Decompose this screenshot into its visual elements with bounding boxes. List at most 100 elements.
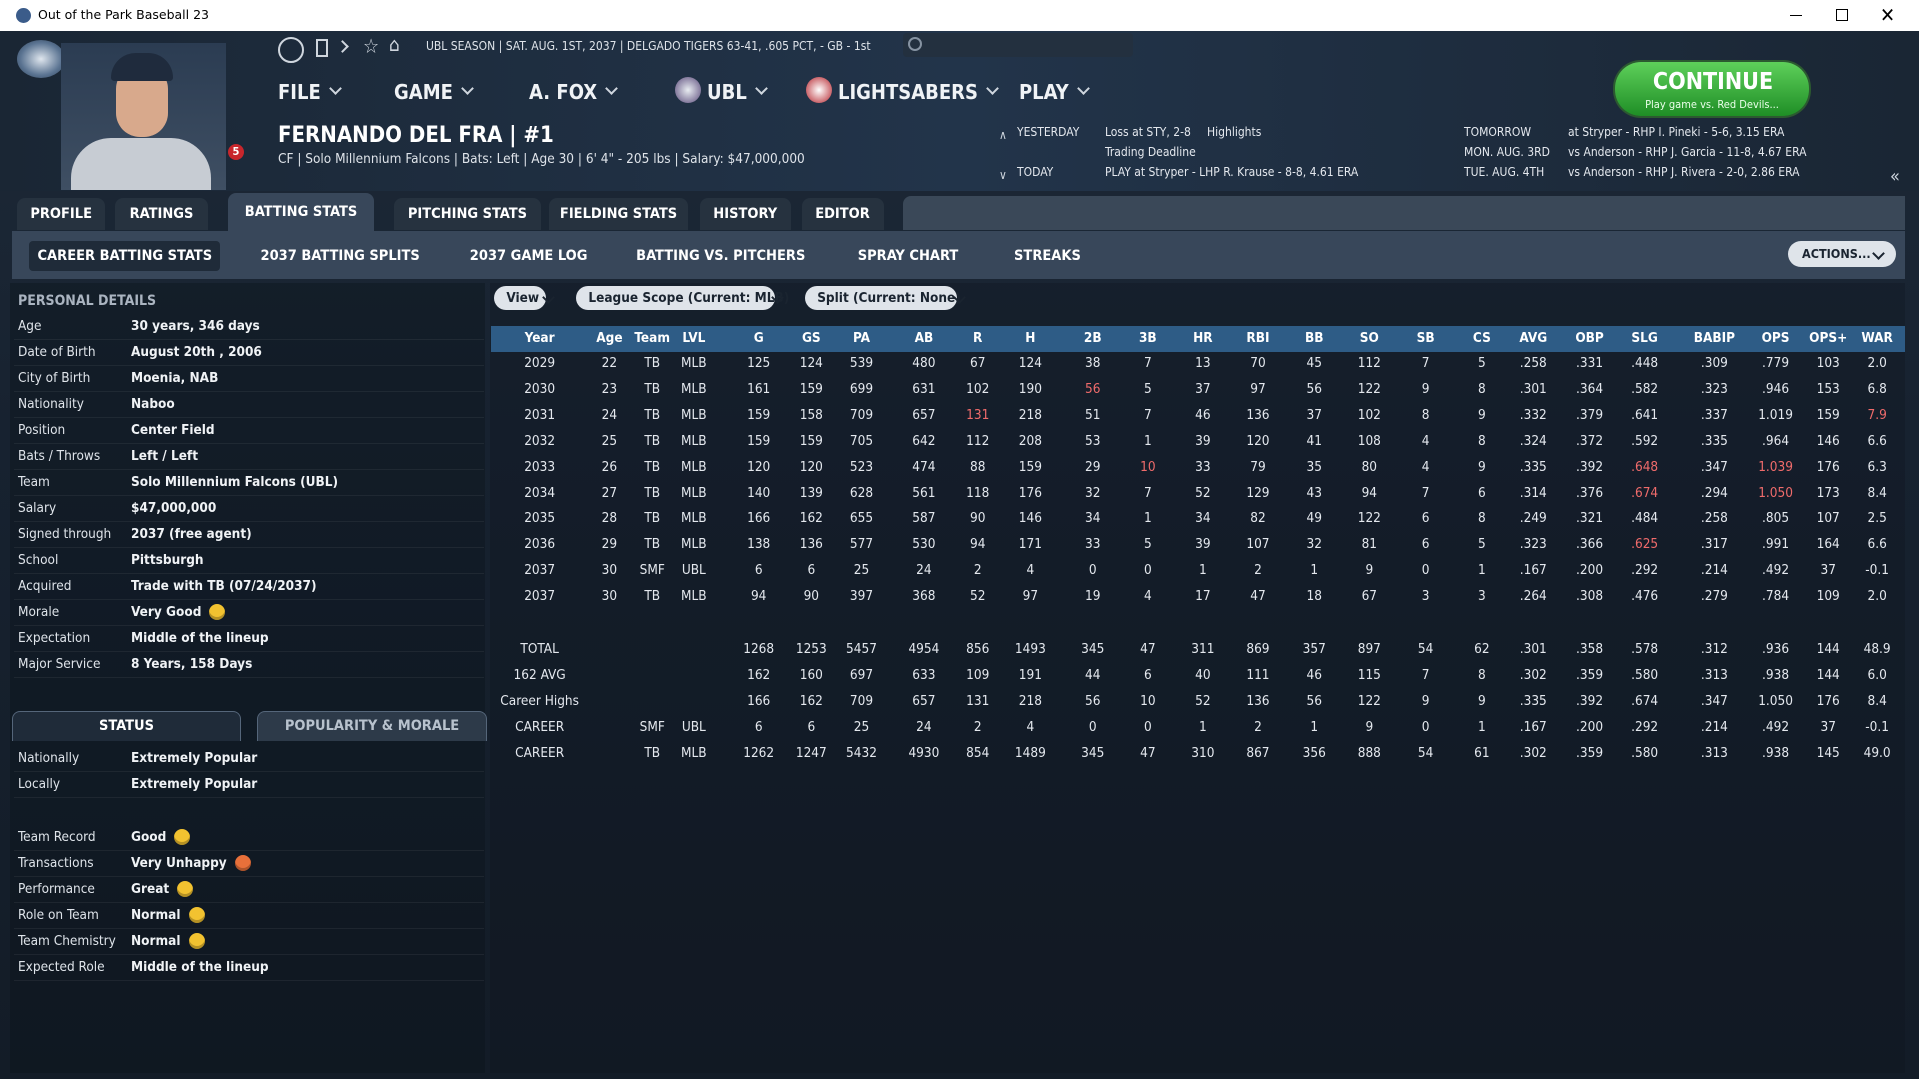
menu-item[interactable]: FILE bbox=[278, 80, 321, 104]
table-cell: 45 bbox=[1306, 355, 1322, 371]
table-cell: 4 bbox=[1421, 458, 1430, 475]
table-cell: 9 bbox=[1478, 406, 1486, 423]
table-cell: TB bbox=[644, 380, 661, 397]
table-cell: 869 bbox=[1246, 641, 1270, 657]
tab-active[interactable]: BATTING STATS bbox=[227, 193, 375, 231]
table-cell: 709 bbox=[849, 406, 874, 423]
menu-item[interactable]: A. FOX bbox=[529, 80, 598, 104]
table-cell: 0 bbox=[1088, 718, 1097, 735]
table-cell: 44 bbox=[1085, 666, 1101, 683]
table-cell: 124 bbox=[799, 355, 823, 371]
subtab-active[interactable]: CAREER BATTING STATS bbox=[29, 241, 221, 271]
table-cell: 7.9 bbox=[1867, 406, 1887, 423]
subtab[interactable]: STREAKS bbox=[1014, 248, 1081, 264]
table-cell: 897 bbox=[1357, 641, 1381, 657]
table-cell: 1 bbox=[1199, 562, 1207, 579]
bookmark-button[interactable] bbox=[316, 39, 328, 57]
favorite-button[interactable]: ☆ bbox=[363, 34, 380, 58]
table-cell: 397 bbox=[849, 588, 874, 605]
detail-value: Very Unhappy bbox=[131, 855, 227, 871]
detail-row-bg bbox=[14, 418, 484, 444]
collapse-button[interactable]: « bbox=[1890, 166, 1900, 187]
continue-label[interactable]: CONTINUE bbox=[1652, 69, 1774, 95]
home-button[interactable]: ⌂ bbox=[389, 34, 400, 56]
table-cell: 103 bbox=[1816, 355, 1840, 371]
table-cell: 1 bbox=[1310, 718, 1319, 735]
menu-item[interactable]: PLAY bbox=[1019, 80, 1069, 104]
minimize-button[interactable] bbox=[1790, 15, 1802, 16]
table-cell: 38 bbox=[1085, 355, 1101, 371]
filter-dropdown[interactable]: League Scope (Current: MLB) bbox=[576, 286, 789, 310]
continue-button[interactable] bbox=[1615, 62, 1809, 116]
table-cell: 2032 bbox=[524, 432, 556, 449]
league-logo[interactable] bbox=[17, 40, 65, 78]
table-cell: 23 bbox=[601, 380, 618, 397]
search-icon[interactable] bbox=[908, 37, 922, 51]
menu-logo bbox=[806, 77, 832, 103]
detail-label: School bbox=[18, 552, 59, 568]
detail-label: Major Service bbox=[18, 656, 101, 672]
table-cell: TB bbox=[644, 432, 661, 449]
table-cell: 4 bbox=[1026, 562, 1035, 579]
menu-item[interactable]: UBL bbox=[707, 80, 747, 104]
menu-item[interactable]: GAME bbox=[394, 80, 453, 104]
detail-row-bg bbox=[14, 929, 484, 955]
mood-icon bbox=[234, 855, 251, 871]
player-info: CF | Solo Millennium Falcons | Bats: Lef… bbox=[278, 151, 805, 167]
table-cell: 82 bbox=[1250, 510, 1266, 527]
table-cell: 8.4 bbox=[1867, 484, 1887, 501]
table-cell: 1253 bbox=[795, 641, 827, 657]
table-cell: 888 bbox=[1357, 744, 1381, 761]
table-cell: 166 bbox=[747, 692, 771, 709]
table-cell: 13 bbox=[1195, 355, 1211, 371]
detail-row-bg bbox=[14, 903, 484, 929]
table-cell: 37 bbox=[1306, 406, 1322, 423]
subtab[interactable]: 2037 BATTING SPLITS bbox=[260, 248, 420, 264]
continue-sub[interactable]: Play game vs. Red Devils... bbox=[1645, 98, 1779, 111]
table-cell: 2.0 bbox=[1867, 355, 1887, 371]
subtab[interactable]: 2037 GAME LOG bbox=[469, 248, 588, 264]
table-cell: 102 bbox=[1357, 406, 1381, 423]
table-cell: OPS bbox=[1761, 330, 1790, 346]
table-cell: .312 bbox=[1700, 641, 1728, 657]
status-tab[interactable]: POPULARITY & MORALE bbox=[257, 711, 487, 741]
subtab[interactable]: SPRAY CHART bbox=[857, 248, 959, 264]
table-cell: .648 bbox=[1631, 458, 1659, 475]
status-tab-active[interactable]: STATUS bbox=[12, 711, 241, 741]
table-cell: 46 bbox=[1306, 666, 1322, 683]
table-cell: 107 bbox=[1816, 510, 1840, 527]
tab[interactable]: PITCHING STATS bbox=[394, 198, 541, 230]
table-cell: 22 bbox=[601, 355, 618, 371]
table-cell: 39 bbox=[1195, 432, 1211, 449]
search-box[interactable] bbox=[903, 33, 1133, 57]
maximize-button[interactable] bbox=[1836, 9, 1848, 21]
tab[interactable]: RATINGS bbox=[115, 198, 209, 230]
menu-item[interactable]: LIGHTSABERS bbox=[838, 80, 978, 104]
table-cell: 3B bbox=[1138, 330, 1157, 346]
table-cell: 52 bbox=[1195, 484, 1211, 501]
table-cell: 70 bbox=[1250, 355, 1266, 371]
tab[interactable]: EDITOR bbox=[801, 198, 884, 230]
tab[interactable]: FIELDING STATS bbox=[549, 198, 688, 230]
subtab[interactable]: BATTING VS. PITCHERS bbox=[636, 248, 806, 264]
table-cell: 94 bbox=[750, 588, 767, 605]
tab[interactable]: PROFILE bbox=[17, 198, 106, 230]
filter-dropdown[interactable]: Split (Current: None) bbox=[805, 286, 961, 310]
table-cell: .592 bbox=[1631, 432, 1659, 449]
detail-label: City of Birth bbox=[18, 370, 91, 386]
highlights-link[interactable]: Highlights bbox=[1207, 125, 1262, 139]
actions-button[interactable]: ACTIONS... bbox=[1788, 241, 1896, 267]
season-info: UBL SEASON | SAT. AUG. 1ST, 2037 | DELGA… bbox=[426, 39, 871, 53]
tab[interactable]: HISTORY bbox=[699, 198, 791, 230]
table-cell: 4 bbox=[1421, 432, 1430, 449]
table-cell: 345 bbox=[1081, 641, 1105, 657]
back-button[interactable] bbox=[278, 37, 304, 63]
table-cell: .359 bbox=[1576, 666, 1604, 683]
table-cell: 30 bbox=[601, 588, 618, 605]
menu-logo bbox=[675, 77, 701, 103]
filter-dropdown[interactable]: View bbox=[494, 286, 547, 310]
table-cell: .492 bbox=[1762, 562, 1790, 579]
detail-label: Nationally bbox=[18, 750, 80, 766]
close-button[interactable]: ✕ bbox=[1880, 3, 1896, 27]
